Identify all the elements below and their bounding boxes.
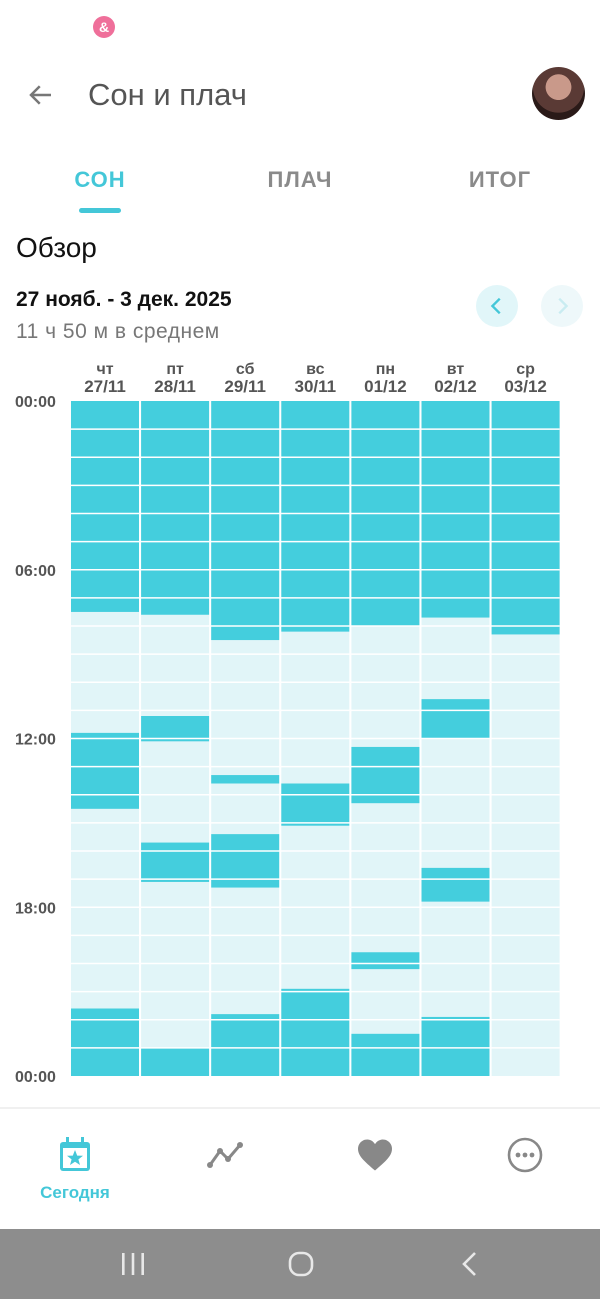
sleep-block[interactable]	[71, 1008, 139, 1077]
y-tick-label: 18:00	[15, 900, 56, 917]
day-of-week-label: чт	[96, 361, 113, 378]
day-of-week-label: пт	[166, 361, 184, 378]
date-label: 27/11	[84, 377, 126, 396]
y-tick-label: 06:00	[15, 563, 56, 580]
previous-week-button[interactable]	[476, 285, 518, 327]
nav-trends[interactable]	[150, 1109, 300, 1229]
system-back-icon	[462, 1252, 476, 1276]
nav-more[interactable]	[450, 1109, 600, 1229]
average-sleep: 11 ч 50 м в среднем	[16, 320, 220, 343]
sleep-block[interactable]	[281, 401, 350, 632]
sleep-block[interactable]	[211, 1014, 280, 1076]
sleep-block[interactable]	[71, 732, 139, 809]
date-label: 01/12	[364, 377, 407, 396]
sleep-chart: 00:00 06:00 12:00 18:00 00:00 чт 27/11 пт 28/11 с…	[0, 355, 600, 1095]
more-dots-icon	[507, 1137, 543, 1173]
page-title: Сон и плач	[88, 77, 247, 112]
sleep-block[interactable]	[491, 401, 560, 635]
sleep-block[interactable]	[211, 401, 280, 641]
bottom-nav-divider	[0, 1107, 600, 1109]
day-of-week-label: вт	[447, 361, 465, 378]
avatar[interactable]	[532, 67, 585, 120]
active-tab-indicator	[79, 208, 121, 213]
tab-sleep[interactable]: СОН	[74, 167, 126, 192]
day-of-week-label: вс	[306, 361, 324, 378]
nav-today-label: Сегодня	[40, 1183, 110, 1202]
sleep-block[interactable]	[421, 1016, 490, 1076]
sleep-block[interactable]	[421, 867, 490, 902]
date-label: 29/11	[224, 377, 266, 396]
system-back-button[interactable]	[440, 1239, 500, 1289]
sleep-block[interactable]	[351, 746, 420, 804]
sleep-block[interactable]	[211, 775, 280, 784]
day-of-week-label: пн	[376, 361, 395, 378]
sleep-block[interactable]	[141, 401, 210, 615]
sleep-block[interactable]	[421, 699, 490, 739]
sleep-block[interactable]	[141, 1047, 210, 1076]
date-label: 02/12	[434, 377, 477, 396]
nav-favorites[interactable]	[300, 1109, 450, 1229]
date-label: 30/11	[294, 377, 336, 396]
y-tick-label: 00:00	[15, 394, 56, 411]
day-of-week-label: ср	[516, 361, 535, 378]
app-notification-icon: &	[93, 16, 115, 38]
home-button[interactable]	[271, 1239, 331, 1289]
date-label: 28/11	[154, 377, 196, 396]
bottom-navigation: Сегодня	[0, 1109, 600, 1229]
android-navigation-bar	[0, 1229, 600, 1299]
home-icon	[288, 1251, 314, 1277]
sleep-block[interactable]	[141, 716, 210, 742]
sleep-block[interactable]	[351, 1033, 420, 1076]
next-week-button[interactable]	[541, 285, 583, 327]
day-of-week-label: сб	[236, 361, 255, 378]
date-label: 03/12	[504, 377, 547, 396]
tab-crying[interactable]: ПЛАЧ	[267, 167, 333, 192]
sleep-block[interactable]	[141, 842, 210, 882]
trend-line-icon	[207, 1142, 243, 1168]
heart-icon	[358, 1139, 392, 1171]
nav-today[interactable]: Сегодня	[0, 1109, 150, 1229]
tab-bar: СОН ПЛАЧ ИТОГ	[0, 150, 600, 216]
back-button[interactable]	[22, 76, 60, 114]
sleep-block[interactable]	[281, 988, 350, 1076]
recents-icon	[122, 1253, 144, 1275]
tab-summary[interactable]: ИТОГ	[468, 167, 532, 192]
sleep-block[interactable]	[421, 401, 490, 618]
y-tick-label: 00:00	[15, 1069, 56, 1086]
recents-button[interactable]	[103, 1239, 163, 1289]
chevron-left-icon	[490, 297, 501, 315]
sleep-block[interactable]	[351, 952, 420, 970]
y-tick-label: 12:00	[15, 732, 56, 749]
chevron-right-icon	[558, 297, 569, 315]
sleep-block[interactable]	[281, 783, 350, 826]
calendar-star-icon	[60, 1137, 90, 1171]
section-title: Обзор	[16, 232, 97, 263]
arrow-left-icon	[29, 85, 51, 105]
sleep-block[interactable]	[71, 401, 139, 612]
date-range: 27 нояб. - 3 дек. 2025	[16, 288, 232, 311]
